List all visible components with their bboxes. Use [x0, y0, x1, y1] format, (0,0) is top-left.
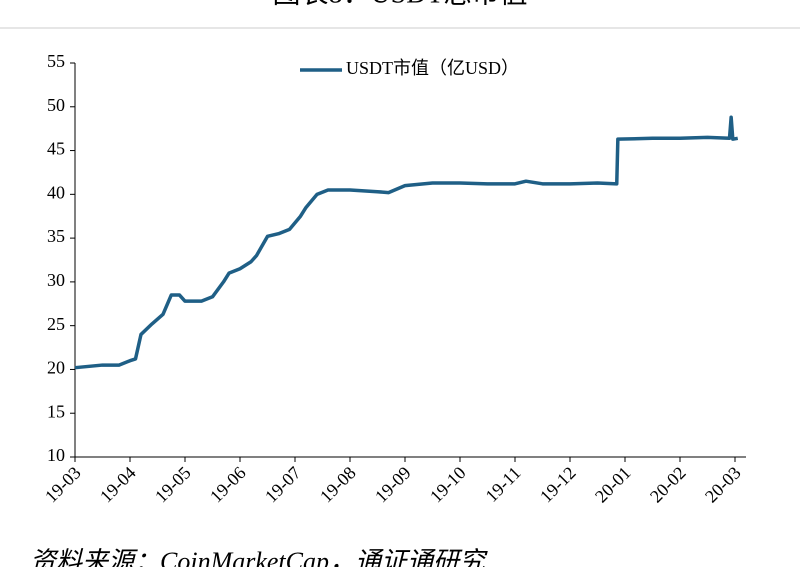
source-note: 资料来源：CoinMarketCap，通证通研究	[30, 547, 488, 567]
x-tick-label: 19-12	[536, 463, 580, 507]
y-tick-label: 35	[47, 226, 65, 246]
y-tick-label: 20	[47, 358, 65, 378]
x-tick-label: 19-07	[261, 463, 305, 507]
y-tick-label: 45	[47, 139, 65, 159]
x-tick-label: 19-06	[206, 463, 250, 507]
y-tick-label: 25	[47, 314, 65, 334]
x-tick-label: 19-08	[316, 463, 360, 507]
x-tick-label: 19-11	[481, 463, 524, 506]
x-tick-label: 20-01	[591, 463, 635, 507]
y-tick-label: 10	[47, 445, 65, 465]
x-tick-label: 20-03	[701, 463, 745, 507]
x-tick-label: 19-05	[151, 463, 195, 507]
y-tick-label: 40	[47, 182, 65, 202]
y-tick-label: 30	[47, 270, 65, 290]
x-tick-label: 19-09	[371, 463, 415, 507]
y-tick-label: 15	[47, 401, 65, 421]
y-tick-label: 55	[47, 51, 65, 71]
x-tick-label: 20-02	[646, 463, 690, 507]
legend-label: USDT市值（亿USD）	[346, 58, 519, 78]
chart-title: 图表8：USDT总市值	[272, 0, 527, 9]
x-tick-label: 19-03	[41, 463, 85, 507]
x-tick-label: 19-04	[96, 463, 140, 507]
x-tick-label: 19-10	[426, 463, 470, 507]
series-line	[74, 115, 739, 370]
y-tick-label: 50	[47, 95, 65, 115]
